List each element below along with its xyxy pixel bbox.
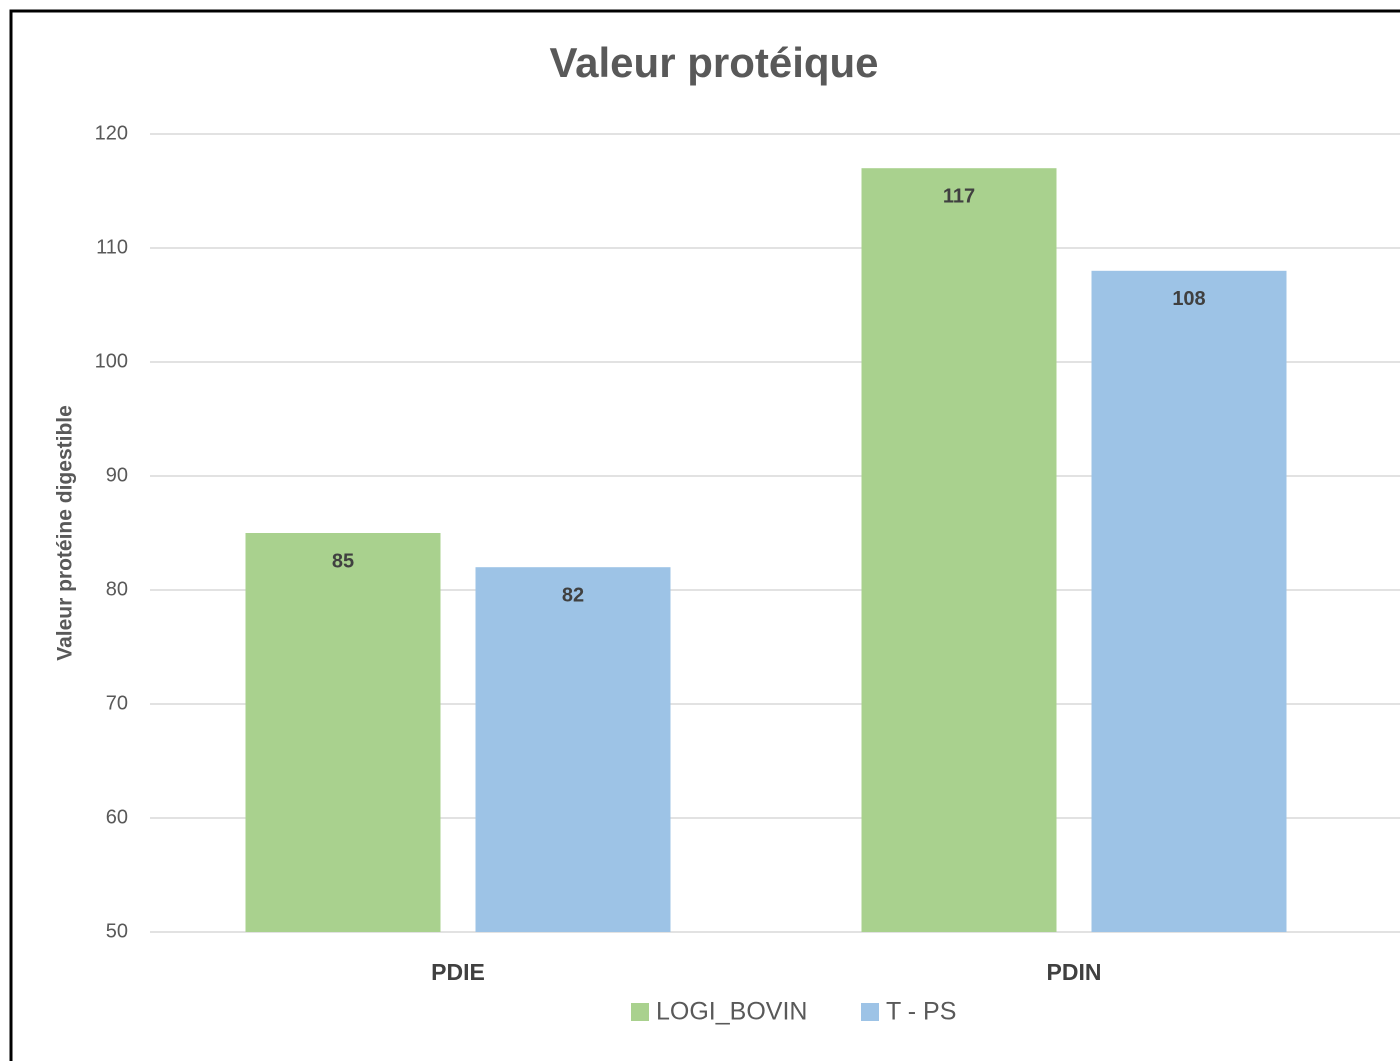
data-label: 82 xyxy=(562,584,584,606)
y-tick-label: 100 xyxy=(95,350,128,372)
y-tick-label: 50 xyxy=(106,920,128,942)
y-axis-title: Valeur protéine digestible xyxy=(54,405,77,661)
data-label: 108 xyxy=(1172,288,1205,310)
chart-title: Valeur protéique xyxy=(549,39,878,86)
y-tick-label: 110 xyxy=(96,236,128,258)
y-tick-label: 60 xyxy=(106,806,128,828)
frame xyxy=(9,9,1400,1061)
bar xyxy=(475,567,671,932)
bar xyxy=(245,533,441,932)
bar xyxy=(1091,270,1287,932)
y-tick-label: 80 xyxy=(106,578,128,600)
data-label: 117 xyxy=(943,185,975,207)
legend-label: T - PS xyxy=(886,998,956,1026)
y-tick-label: 70 xyxy=(106,692,128,714)
data-label: 85 xyxy=(332,550,354,572)
y-tick-label: 90 xyxy=(106,464,128,486)
legend-label: LOGI_BOVIN xyxy=(656,998,807,1026)
legend-swatch xyxy=(861,1003,879,1021)
legend-swatch xyxy=(631,1003,649,1021)
bar xyxy=(861,168,1057,932)
x-tick-label: PDIN xyxy=(1047,959,1102,985)
x-tick-label: PDIE xyxy=(431,959,485,985)
y-tick-label: 120 xyxy=(95,122,128,144)
